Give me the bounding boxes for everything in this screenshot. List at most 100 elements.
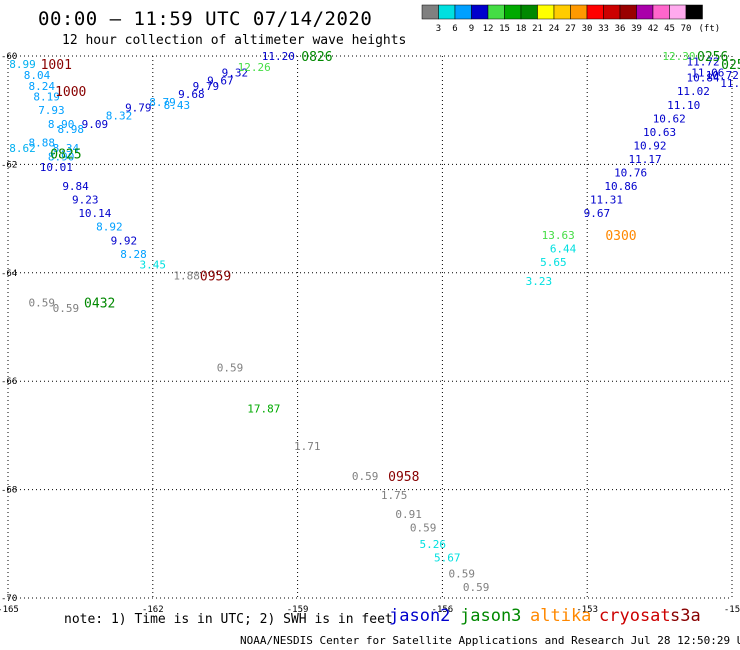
time-label: 1000 bbox=[55, 85, 86, 100]
colorbar-label: 45 bbox=[664, 24, 675, 34]
swh-label: 9.79 bbox=[125, 101, 152, 114]
legend-jason3: jason3 bbox=[460, 606, 522, 626]
swh-label: 0.59 bbox=[448, 568, 475, 581]
x-tick-label: -156 bbox=[432, 605, 454, 615]
y-tick-label: -66 bbox=[1, 377, 17, 387]
time-label: 0959 bbox=[200, 270, 231, 285]
time-label: 0256 bbox=[697, 50, 728, 65]
swh-label: 11.17 bbox=[629, 153, 662, 166]
colorbar-label: 42 bbox=[648, 24, 659, 34]
swh-label: 10.63 bbox=[643, 126, 676, 139]
time-label: 0300 bbox=[605, 229, 636, 244]
colorbar-label: 15 bbox=[499, 24, 510, 34]
colorbar: 3 6 9 12 15 18 21 24 27 30 33 36 39 42 45 70 (ft) bbox=[421, 4, 720, 34]
time-label: 1001 bbox=[41, 58, 72, 73]
swh-label: 8.88 bbox=[29, 137, 56, 150]
colorbar-label: 30 bbox=[582, 24, 593, 34]
swh-label: 9.92 bbox=[111, 234, 138, 247]
colorbar-label: 6 bbox=[452, 24, 457, 34]
colorbar-label: 18 bbox=[516, 24, 527, 34]
colorbar-swatch bbox=[421, 4, 439, 20]
footer-note: note: 1) Time is in UTC; 2) SWH is in fe… bbox=[64, 612, 393, 627]
colorbar-swatch bbox=[520, 4, 538, 20]
swh-label: 1.75 bbox=[381, 489, 408, 502]
swh-label: 8.62 bbox=[9, 142, 36, 155]
swh-label: 0.59 bbox=[53, 302, 80, 315]
swh-label: 8.90 bbox=[48, 118, 75, 131]
colorbar-label: 33 bbox=[598, 24, 609, 34]
colorbar-swatch bbox=[504, 4, 522, 20]
gridlines bbox=[7, 55, 733, 599]
colorbar-label: 39 bbox=[631, 24, 642, 34]
swh-label: 1.71 bbox=[294, 440, 321, 453]
swh-label: 10.01 bbox=[40, 161, 73, 174]
colorbar-swatch bbox=[603, 4, 621, 20]
swh-label: 8.24 bbox=[29, 80, 56, 93]
swh-label: 0.59 bbox=[217, 362, 244, 375]
swh-label: 10.14 bbox=[78, 207, 111, 220]
swh-label: 0.59 bbox=[410, 522, 437, 535]
swh-label: 8.92 bbox=[96, 221, 123, 234]
swh-label: 10.86 bbox=[604, 180, 637, 193]
x-tick-label: -165 bbox=[0, 605, 19, 615]
colorbar-swatch bbox=[669, 4, 687, 20]
colorbar-swatch bbox=[438, 4, 456, 20]
swh-label: 8.99 bbox=[9, 58, 36, 71]
y-tick-label: -64 bbox=[1, 269, 17, 279]
footer-credit: NOAA/NESDIS Center for Satellite Applica… bbox=[240, 634, 740, 647]
time-labels: 1001100008250826095904320958030002560202… bbox=[41, 50, 740, 485]
legend-s3a: s3a bbox=[670, 606, 701, 626]
colorbar-label: 36 bbox=[615, 24, 626, 34]
swh-label: 11.06 bbox=[691, 66, 724, 79]
x-tick-label: -162 bbox=[142, 605, 164, 615]
swh-label: 13.63 bbox=[542, 229, 575, 242]
colorbar-label: 24 bbox=[549, 24, 560, 34]
swh-label: 8.28 bbox=[120, 248, 147, 261]
swh-label: 0.59 bbox=[463, 581, 490, 594]
swh-label: 0.59 bbox=[352, 470, 379, 483]
swh-label: 8.04 bbox=[24, 69, 51, 82]
swh-label: 10.76 bbox=[614, 167, 647, 180]
colorbar-swatch bbox=[570, 4, 588, 20]
swh-label: 9.79 bbox=[193, 80, 220, 93]
colorbar-swatch bbox=[586, 4, 604, 20]
colorbar-swatch bbox=[471, 4, 489, 20]
swh-label: 11.10 bbox=[667, 99, 700, 112]
swh-label: 11.35 bbox=[720, 77, 740, 90]
y-tick-label: -70 bbox=[1, 594, 17, 604]
swh-label: 9.68 bbox=[178, 88, 205, 101]
swh-label: 8.90 bbox=[48, 150, 75, 163]
colorbar-swatch bbox=[487, 4, 505, 20]
swh-label: 5.65 bbox=[540, 256, 567, 269]
chart-subtitle: 12 hour collection of altimeter wave hei… bbox=[62, 33, 407, 48]
time-label: 0432 bbox=[84, 297, 115, 312]
colorbar-swatch bbox=[636, 4, 654, 20]
y-tick-label: -62 bbox=[1, 160, 17, 170]
colorbar-label: 3 bbox=[436, 24, 441, 34]
axis-ticks: -165 -162 -159 -156 -153 -15 -60 -62 -64 -66 -68 -7… bbox=[0, 52, 740, 615]
swh-label: 3.45 bbox=[140, 259, 167, 272]
colorbar-label: 21 bbox=[532, 24, 543, 34]
colorbar-swatch bbox=[685, 4, 703, 20]
swh-label: 8.32 bbox=[106, 110, 133, 123]
swh-label: 10.92 bbox=[633, 139, 666, 152]
chart-title: 00:00 – 11:59 UTC 07/14/2020 bbox=[38, 8, 373, 30]
time-label: 0257 bbox=[721, 58, 740, 73]
swh-label: 8.43 bbox=[164, 99, 191, 112]
colorbar-label: 70 bbox=[681, 24, 692, 34]
x-tick-label: -153 bbox=[576, 605, 598, 615]
swh-label: 8.19 bbox=[33, 91, 60, 104]
swh-label: 5.67 bbox=[434, 551, 461, 564]
swh-label: 8.34 bbox=[53, 142, 80, 155]
swh-label: 5.26 bbox=[419, 538, 446, 551]
swh-label: 7.93 bbox=[38, 104, 65, 117]
colorbar-label: 27 bbox=[565, 24, 576, 34]
colorbar-swatch bbox=[537, 4, 555, 20]
swh-label: 8.98 bbox=[57, 123, 84, 136]
swh-points: 8.998.048.248.197.938.908.988.628.888.34… bbox=[9, 50, 740, 594]
swh-label: 0.91 bbox=[395, 508, 422, 521]
swh-label: 11.31 bbox=[590, 194, 623, 207]
colorbar-label: 9 bbox=[469, 24, 474, 34]
x-tick-label: -159 bbox=[287, 605, 309, 615]
